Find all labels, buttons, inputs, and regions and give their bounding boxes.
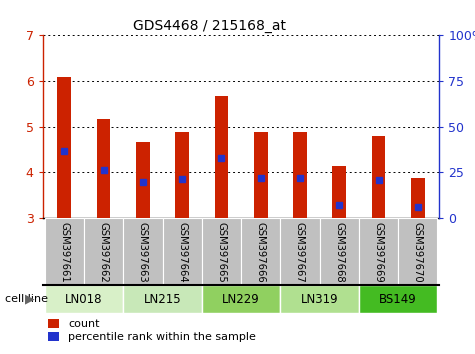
Bar: [241, 218, 280, 285]
Bar: [57, 77, 71, 218]
Bar: [280, 218, 320, 285]
Text: BS149: BS149: [379, 293, 417, 306]
Text: LN215: LN215: [144, 293, 181, 306]
Text: GSM397669: GSM397669: [373, 222, 383, 283]
Text: GSM397663: GSM397663: [138, 222, 148, 283]
Bar: [359, 285, 437, 313]
Bar: [97, 119, 111, 218]
Bar: [254, 132, 267, 218]
Text: GSM397665: GSM397665: [217, 222, 227, 283]
Text: ▶: ▶: [25, 293, 35, 306]
Bar: [411, 178, 425, 218]
Bar: [202, 218, 241, 285]
Bar: [293, 132, 307, 218]
Bar: [123, 285, 202, 313]
Text: GSM397666: GSM397666: [256, 222, 266, 283]
Bar: [215, 96, 228, 218]
Text: GSM397670: GSM397670: [413, 222, 423, 283]
Bar: [202, 285, 280, 313]
Text: GSM397667: GSM397667: [295, 222, 305, 283]
Bar: [175, 132, 189, 218]
Bar: [332, 166, 346, 218]
Text: GSM397662: GSM397662: [99, 222, 109, 283]
Text: GSM397668: GSM397668: [334, 222, 344, 283]
Bar: [136, 142, 150, 218]
Text: LN319: LN319: [301, 293, 338, 306]
Text: GSM397661: GSM397661: [59, 222, 69, 283]
Text: LN229: LN229: [222, 293, 260, 306]
Bar: [320, 218, 359, 285]
Bar: [162, 218, 202, 285]
Bar: [371, 136, 385, 218]
Title: GDS4468 / 215168_at: GDS4468 / 215168_at: [133, 19, 286, 33]
Bar: [45, 285, 123, 313]
Text: cell line: cell line: [5, 294, 48, 304]
Bar: [123, 218, 162, 285]
Bar: [45, 218, 84, 285]
Text: GSM397664: GSM397664: [177, 222, 187, 283]
Bar: [398, 218, 437, 285]
Text: LN018: LN018: [65, 293, 103, 306]
Bar: [280, 285, 359, 313]
Bar: [359, 218, 398, 285]
Legend: count, percentile rank within the sample: count, percentile rank within the sample: [48, 319, 256, 342]
Bar: [84, 218, 123, 285]
